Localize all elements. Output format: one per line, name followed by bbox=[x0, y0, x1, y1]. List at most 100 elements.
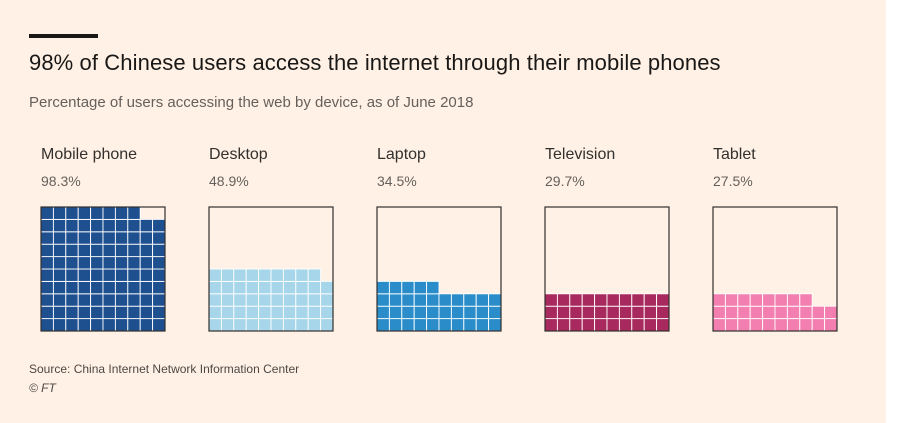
waffle-cell bbox=[77, 231, 92, 245]
waffle-cell bbox=[295, 293, 309, 307]
waffle-cell bbox=[65, 256, 79, 270]
waffle-cell bbox=[824, 305, 838, 320]
waffle-cell bbox=[127, 268, 141, 282]
waffle-cell bbox=[233, 280, 247, 295]
waffle-cell bbox=[77, 256, 92, 270]
waffle-cell bbox=[320, 318, 334, 332]
waffle-cell bbox=[208, 305, 222, 320]
waffle-cell bbox=[762, 293, 776, 307]
waffle-cell bbox=[643, 293, 658, 307]
waffle-cell bbox=[544, 293, 558, 307]
waffle-cell bbox=[65, 280, 79, 295]
waffle-cell bbox=[594, 293, 608, 307]
waffle-cell bbox=[413, 305, 428, 320]
waffle-frame-tablet bbox=[712, 206, 838, 332]
waffle-cell bbox=[631, 293, 645, 307]
waffle-cell bbox=[426, 318, 440, 332]
waffle-cell bbox=[127, 293, 141, 307]
waffle-cell bbox=[152, 280, 166, 295]
waffle-cell bbox=[127, 305, 141, 320]
waffle-cell bbox=[102, 293, 116, 307]
waffle-cell bbox=[220, 280, 235, 295]
waffle-cell bbox=[245, 280, 260, 295]
waffle-cell bbox=[270, 293, 284, 307]
waffle-cell bbox=[102, 280, 116, 295]
waffle-cell bbox=[208, 318, 222, 332]
panel-value-desktop: 48.9% bbox=[209, 173, 249, 189]
waffle-panel-tablet bbox=[712, 206, 838, 332]
waffle-cell bbox=[114, 206, 129, 220]
waffle-cell bbox=[220, 293, 235, 307]
waffle-cell bbox=[376, 280, 390, 295]
waffle-cell bbox=[40, 218, 54, 233]
waffle-cell bbox=[90, 293, 104, 307]
waffle-cell bbox=[656, 318, 670, 332]
waffle-cell bbox=[475, 318, 490, 332]
waffle-frame-television bbox=[544, 206, 670, 332]
waffle-cell bbox=[102, 243, 116, 258]
waffle-cell bbox=[450, 305, 465, 320]
waffle-cell bbox=[139, 280, 154, 295]
waffle-cell bbox=[52, 206, 67, 220]
waffle-cell bbox=[208, 280, 222, 295]
waffle-cell bbox=[388, 280, 403, 295]
waffle-cell bbox=[737, 318, 751, 332]
waffle-cell bbox=[114, 218, 129, 233]
waffle-cell bbox=[77, 293, 92, 307]
waffle-cell bbox=[90, 243, 104, 258]
waffle-cell bbox=[388, 305, 403, 320]
waffle-cell bbox=[737, 305, 751, 320]
waffle-cell bbox=[139, 231, 154, 245]
waffle-cell bbox=[282, 305, 297, 320]
waffle-cell bbox=[77, 218, 92, 233]
waffle-cell bbox=[388, 318, 403, 332]
waffle-cell bbox=[426, 293, 440, 307]
waffle-cell bbox=[139, 268, 154, 282]
waffle-cell bbox=[258, 280, 272, 295]
waffle-cell bbox=[40, 268, 54, 282]
waffle-cell bbox=[320, 280, 334, 295]
waffle-cell bbox=[581, 318, 596, 332]
waffle-cell bbox=[426, 305, 440, 320]
waffle-cell bbox=[413, 318, 428, 332]
waffle-cell bbox=[295, 268, 309, 282]
waffle-cell bbox=[811, 318, 826, 332]
waffle-cell bbox=[569, 318, 583, 332]
waffle-cell bbox=[90, 305, 104, 320]
waffle-cell bbox=[114, 280, 129, 295]
waffle-cell bbox=[556, 318, 571, 332]
waffle-cell bbox=[220, 268, 235, 282]
waffle-cell bbox=[581, 305, 596, 320]
waffle-cell bbox=[712, 305, 726, 320]
waffle-cell bbox=[220, 305, 235, 320]
waffle-cell bbox=[786, 293, 801, 307]
waffle-cell bbox=[724, 305, 739, 320]
waffle-cell bbox=[774, 305, 788, 320]
waffle-cell bbox=[114, 256, 129, 270]
waffle-cell bbox=[127, 243, 141, 258]
waffle-cell bbox=[152, 256, 166, 270]
panel-label-tablet: Tablet bbox=[713, 146, 756, 163]
waffle-cell bbox=[52, 280, 67, 295]
waffle-cell bbox=[544, 318, 558, 332]
waffle-cell bbox=[282, 280, 297, 295]
waffle-cell bbox=[270, 305, 284, 320]
waffle-cell bbox=[307, 305, 322, 320]
waffle-cell bbox=[438, 293, 452, 307]
waffle-cell bbox=[114, 318, 129, 332]
waffle-cell bbox=[40, 256, 54, 270]
waffle-cell bbox=[556, 305, 571, 320]
waffle-cell bbox=[102, 231, 116, 245]
waffle-cell bbox=[139, 218, 154, 233]
waffle-cell bbox=[643, 318, 658, 332]
waffle-cell bbox=[749, 318, 764, 332]
waffle-cell bbox=[127, 318, 141, 332]
waffle-cell bbox=[307, 318, 322, 332]
waffle-cell bbox=[475, 305, 490, 320]
waffle-cell bbox=[270, 268, 284, 282]
waffle-cell bbox=[233, 305, 247, 320]
waffle-cell bbox=[401, 305, 415, 320]
waffle-cell bbox=[401, 293, 415, 307]
waffle-cell bbox=[90, 231, 104, 245]
waffle-cell bbox=[114, 243, 129, 258]
